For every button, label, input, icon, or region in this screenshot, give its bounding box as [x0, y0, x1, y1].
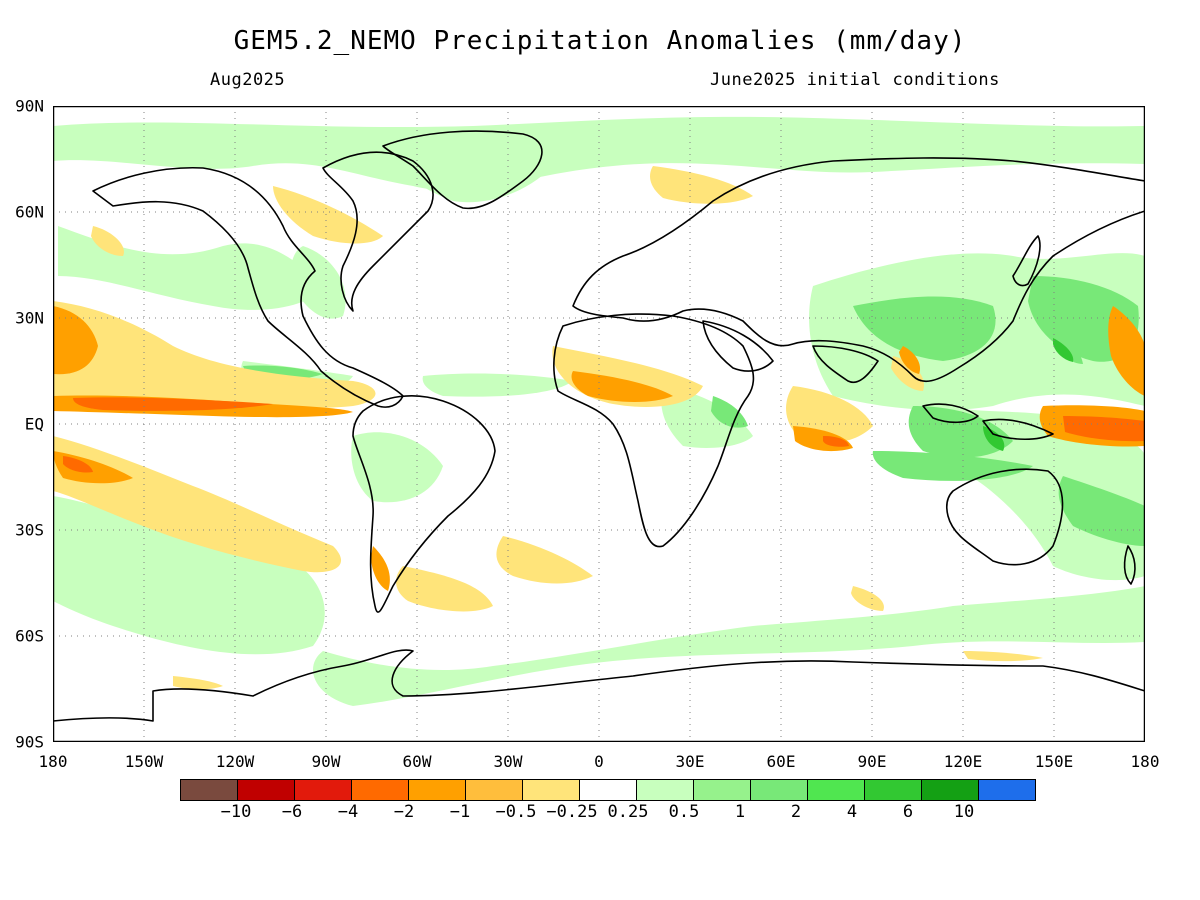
colorbar-swatch: [351, 779, 409, 801]
colorbar: [180, 779, 1036, 801]
lat-label: 90S: [15, 732, 44, 752]
precipitation-map: [53, 106, 1145, 742]
colorbar-label: 10: [953, 802, 975, 822]
colorbar-label: −10: [220, 802, 252, 822]
lat-label: 30S: [15, 520, 44, 540]
colorbar-label: 2: [790, 802, 802, 822]
lon-label: 60W: [402, 752, 432, 771]
lat-label: 90N: [15, 96, 44, 116]
lon-label: 120W: [215, 752, 255, 771]
colorbar-label: −0.5: [495, 802, 537, 822]
colorbar-swatch: [750, 779, 808, 801]
map-title: GEM5.2_NEMO Precipitation Anomalies (mm/…: [233, 26, 967, 56]
anomaly-field-red: [63, 397, 1145, 473]
forecast-month: Aug2025: [210, 70, 286, 90]
colorbar-label: −2: [393, 802, 415, 822]
lon-label: 30W: [493, 752, 523, 771]
lon-label: 0: [594, 752, 604, 771]
lon-label: 60E: [766, 752, 796, 771]
colorbar-swatch: [921, 779, 979, 801]
lat-label: 60S: [15, 626, 44, 646]
lat-label: 60N: [15, 202, 44, 222]
lon-label: 90E: [857, 752, 887, 771]
colorbar-label: −1: [449, 802, 471, 822]
colorbar-label: −4: [337, 802, 359, 822]
anomaly-field-green: [53, 116, 1145, 706]
colorbar-swatch: [693, 779, 751, 801]
map-border: [53, 106, 1145, 742]
colorbar-swatch: [579, 779, 637, 801]
colorbar-swatch: [408, 779, 466, 801]
colorbar-swatch: [180, 779, 238, 801]
anomaly-field-darkgreen: [983, 338, 1074, 451]
lon-label: 180: [1130, 752, 1160, 771]
lon-label: 150E: [1034, 752, 1074, 771]
colorbar-label: −0.25: [546, 802, 598, 822]
lon-label: 180: [38, 752, 68, 771]
colorbar-label: −6: [281, 802, 303, 822]
colorbar-swatch: [465, 779, 523, 801]
lat-label: 30N: [15, 308, 44, 328]
colorbar-swatch: [237, 779, 295, 801]
colorbar-label: 4: [846, 802, 858, 822]
colorbar-swatch: [294, 779, 352, 801]
initial-conditions: June2025 initial conditions: [710, 70, 1000, 90]
colorbar-label: 1: [734, 802, 746, 822]
map-frame: [53, 106, 1145, 742]
colorbar-swatch: [978, 779, 1036, 801]
lon-label: 120E: [943, 752, 983, 771]
lon-label: 150W: [124, 752, 164, 771]
colorbar-swatch: [807, 779, 865, 801]
lat-label: EQ: [24, 414, 44, 434]
colorbar-swatch: [636, 779, 694, 801]
colorbar-label: 0.5: [668, 802, 700, 822]
coastlines: [53, 130, 1145, 742]
colorbar-swatch: [864, 779, 922, 801]
colorbar-swatch: [522, 779, 580, 801]
lon-label: 30E: [675, 752, 705, 771]
lon-label: 90W: [311, 752, 341, 771]
colorbar-label: 6: [902, 802, 914, 822]
colorbar-label: 0.25: [607, 802, 649, 822]
